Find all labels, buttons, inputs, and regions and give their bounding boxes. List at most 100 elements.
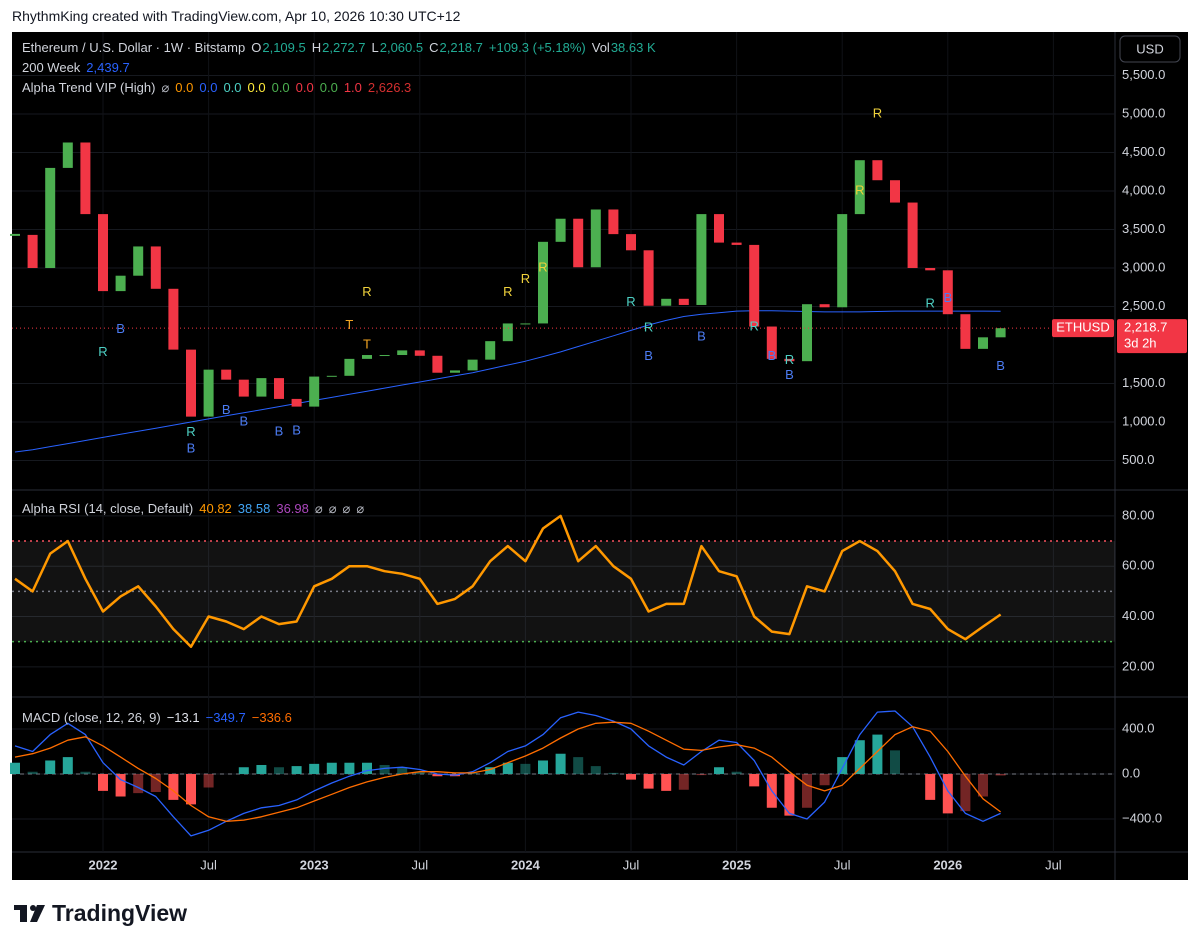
readout-value: ⌀ [161,80,170,95]
histogram-bar [502,762,513,774]
histogram-bar [520,763,531,774]
histogram-bar [590,766,601,774]
readout-value: 0.0 [175,80,194,95]
ma-line [14,310,1001,453]
candle [62,142,73,168]
candle [538,241,548,324]
readout-label: C [429,40,439,55]
candle [696,214,707,305]
candle [467,359,478,371]
currency-label[interactable]: USD [1136,41,1163,56]
candle [995,328,1006,338]
y-tick-label: −400.0 [1122,810,1162,825]
candle [890,180,900,203]
candle [27,234,38,269]
signal-label: B [275,423,284,438]
readout-label: L [371,40,379,55]
candle [925,268,936,271]
candle [784,358,795,362]
histogram-bar [115,773,126,797]
chart-background [12,32,1188,880]
histogram-bar [784,773,795,816]
histogram-bar [960,773,971,812]
candle [766,326,777,359]
y-tick-label: 3,000.0 [1122,259,1165,274]
signal-label: R [785,352,794,367]
candle [256,378,267,397]
candle [326,375,337,377]
signal-label: R [750,319,759,334]
candle [379,355,390,357]
signal-label: B [943,290,952,305]
readout-value: −349.7 [205,710,246,725]
histogram-bar [168,773,179,800]
histogram-bar [749,773,760,787]
readout-value: 2,626.3 [367,80,412,95]
y-tick-label: 1,500.0 [1122,375,1165,390]
readout-label: H [311,40,322,55]
candle [115,275,126,292]
histogram-bar [573,757,584,774]
y-tick-label: 5,000.0 [1122,105,1165,120]
x-tick-label: 2025 [722,857,751,872]
x-tick-label: Jul [623,857,640,872]
candle [362,355,372,359]
candle [309,376,320,407]
readout-value: 0.0 [223,80,242,95]
candle [907,202,918,269]
histogram-bar [256,764,267,774]
histogram-bar [80,771,91,774]
y-tick-label: 2,500.0 [1122,298,1165,313]
y-tick-label: 500.0 [1122,452,1155,467]
histogram-bar [555,753,566,774]
signal-label: R [538,259,547,274]
histogram-bar [27,771,38,774]
indicator-name: Alpha Trend VIP (High) [22,80,156,95]
signal-label: R [362,284,371,299]
signal-label: B [785,367,794,382]
symbol-tag-label: ETHUSD [1056,320,1109,335]
symbol-tag [1052,319,1114,338]
candle [555,218,566,242]
readout-value: 0.0 [295,80,314,95]
histogram-bar [942,773,953,814]
signal-label: B [187,440,196,455]
y-tick-label: 3,500.0 [1122,221,1165,236]
readout-value: 0.0 [271,80,290,95]
candle [837,214,848,308]
candle [150,246,161,289]
readout-value: 2,060.5 [379,40,424,55]
y-tick-label: 20.00 [1122,658,1155,673]
histogram-bar [291,766,302,774]
candle [854,160,865,215]
ma-legend: 200 Week 2,439.7 [22,60,130,75]
symbol-title: Ethereum / U.S. Dollar · 1W · Bitstamp [22,40,246,55]
signal-label: B [239,413,248,428]
candle [678,298,689,305]
histogram-bar [309,763,320,774]
signal-label: B [697,329,706,344]
histogram-bar [397,767,408,774]
histogram-bar [854,740,865,774]
currency-button[interactable] [1119,35,1181,63]
x-tick-label: Jul [1045,857,1062,872]
readout-value: 0.0 [319,80,338,95]
signal-label: R [873,105,882,120]
y-tick-label: 400.0 [1122,720,1155,735]
brand-name: TradingView [52,900,188,926]
histogram-bar [872,734,883,774]
candle [45,167,56,269]
y-tick-label: 0.0 [1122,765,1140,780]
readout-value: 0.0 [247,80,266,95]
x-tick-label: Jul [200,857,217,872]
candle [80,142,91,215]
candle [749,244,760,327]
readout-value: ⌀ [356,501,365,516]
signal-label: B [292,423,301,438]
candle [802,304,812,362]
rsi-legend: Alpha RSI (14, close, Default) 40.82 38.58… [22,501,364,517]
histogram-bar [696,773,707,776]
readout-value: 0.0 [199,80,218,95]
candle [203,369,214,417]
histogram-bar [186,773,196,805]
